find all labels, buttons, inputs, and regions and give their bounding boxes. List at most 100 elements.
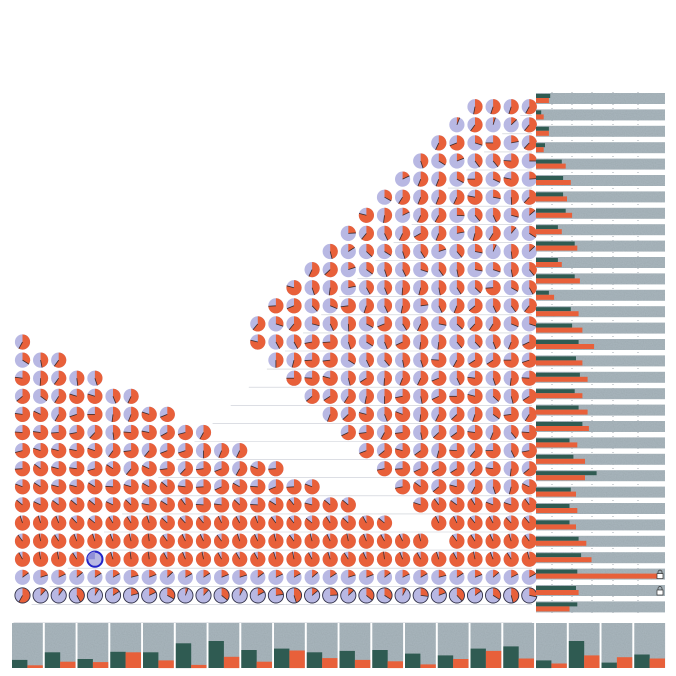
row-bar-primary — [536, 602, 578, 607]
cell-fill — [438, 262, 447, 276]
matrix-cell — [431, 551, 447, 567]
matrix-cell — [431, 171, 447, 187]
cell-needle — [438, 160, 446, 166]
matrix-cell — [213, 515, 230, 531]
cell-needle — [69, 448, 77, 451]
cell-fill — [395, 461, 411, 477]
matrix-cell — [467, 298, 483, 314]
cell-needle — [366, 574, 374, 578]
lock-icon[interactable] — [656, 589, 664, 596]
matrix-cell — [503, 298, 519, 314]
cell-fill — [58, 569, 66, 578]
row-bar-primary — [536, 126, 549, 131]
column-bar-primary — [536, 660, 552, 669]
matrix-cell — [467, 352, 483, 368]
cell-needle — [492, 178, 501, 183]
row-bar-primary — [536, 471, 597, 476]
matrix-cell — [14, 533, 31, 549]
matrix-cell — [123, 443, 139, 459]
matrix-cell — [394, 533, 411, 549]
row-bar-group — [536, 535, 665, 547]
cell-needle — [112, 432, 115, 441]
row-bar-primary — [536, 586, 576, 590]
cell-fill — [529, 207, 536, 216]
matrix-cell — [358, 515, 375, 531]
cell-ring — [285, 587, 303, 604]
matrix-cell — [268, 497, 284, 513]
cell-fill — [69, 424, 85, 441]
matrix-cell — [322, 316, 338, 332]
cell-needle — [456, 595, 463, 602]
cell-needle — [431, 377, 439, 382]
cell-fill — [366, 569, 374, 578]
cell-fill — [438, 587, 446, 596]
cell-needle — [160, 500, 168, 506]
cell-needle — [51, 448, 59, 451]
matrix-cell — [286, 280, 302, 296]
cell-fill — [286, 280, 302, 296]
cell-needle — [218, 450, 222, 458]
matrix-cell — [431, 153, 447, 169]
lock-icon[interactable] — [656, 573, 664, 579]
column-bar-primary — [372, 650, 388, 668]
matrix-cell — [503, 497, 519, 513]
cell-fill — [402, 207, 410, 216]
cell-needle — [416, 552, 422, 560]
cell-needle — [94, 588, 100, 596]
matrix-cell — [521, 280, 537, 296]
cell-fill — [199, 424, 212, 441]
cell-fill — [529, 262, 537, 276]
matrix-cell — [413, 153, 429, 169]
matrix-cell — [340, 497, 356, 513]
cell-fill — [160, 424, 175, 441]
cell-needle — [273, 533, 277, 542]
cell-fill — [523, 461, 537, 477]
row-bar-track — [536, 191, 665, 203]
cell-fill — [14, 370, 31, 386]
row-bar-group — [536, 470, 665, 482]
cell-needle — [508, 341, 512, 350]
cell-fill — [366, 243, 374, 257]
cell-needle — [15, 450, 23, 453]
matrix-cell — [431, 334, 447, 350]
cell-needle — [72, 552, 78, 560]
matrix-cell — [449, 117, 465, 133]
matrix-cell — [376, 352, 393, 368]
matrix-cell — [449, 262, 465, 278]
cell-needle — [233, 499, 240, 506]
cell-needle — [511, 214, 519, 218]
matrix-cell — [286, 551, 302, 567]
cell-fill — [395, 479, 411, 495]
row-bar-primary — [536, 225, 558, 230]
matrix-cell — [50, 587, 67, 604]
cell-ring — [340, 587, 357, 604]
matrix-cell — [69, 533, 85, 549]
cell-fill — [493, 153, 501, 167]
cell-fill — [529, 243, 535, 252]
row-bar-group — [536, 142, 665, 154]
matrix-cell — [394, 551, 411, 567]
cell-fill — [399, 370, 411, 386]
cell-needle — [221, 595, 228, 601]
cell-needle — [492, 595, 500, 600]
column-bar-secondary — [92, 662, 109, 668]
row-bar-track — [536, 289, 665, 301]
matrix-cell — [159, 533, 175, 549]
cell-fill — [420, 298, 429, 306]
cell-needle — [510, 432, 517, 439]
cell-needle — [488, 323, 494, 331]
cell-needle — [203, 572, 211, 578]
cell-needle — [348, 574, 356, 578]
matrix-cell — [123, 497, 139, 513]
row-bar-secondary — [536, 130, 549, 136]
cell-needle — [33, 431, 41, 433]
cell-needle — [149, 574, 157, 578]
cell-needle — [322, 375, 331, 379]
cell-needle — [474, 269, 483, 272]
matrix-cell — [159, 406, 175, 422]
matrix-cell — [322, 497, 338, 513]
cell-fill — [437, 334, 447, 350]
cell-needle — [470, 498, 476, 506]
row-bar-secondary — [536, 229, 562, 235]
cell-needle — [474, 160, 480, 168]
